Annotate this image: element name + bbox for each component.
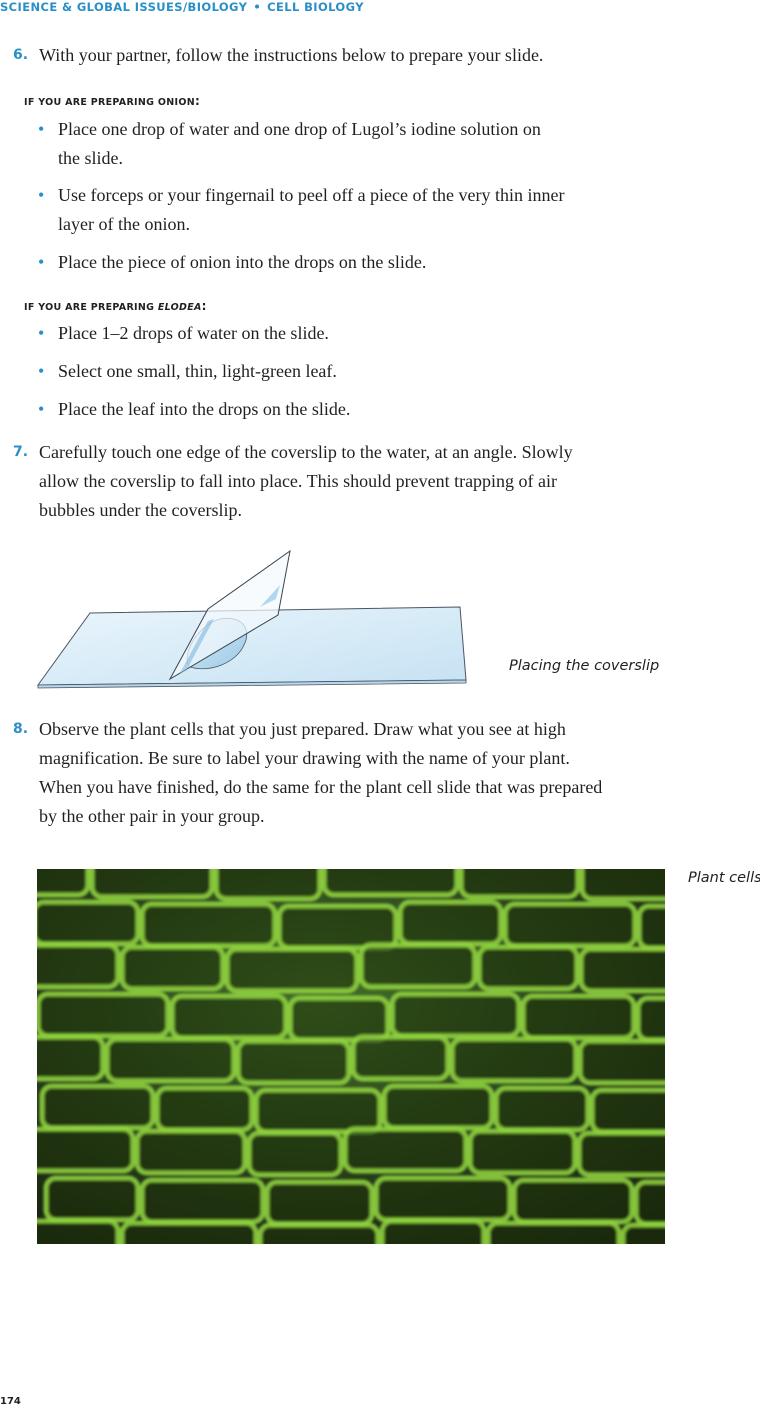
step-number: 6.	[13, 41, 28, 70]
elodea-bullet: • Place 1–2 drops of water on the slide.	[38, 319, 638, 348]
onion-bullet: • Place one drop of water and one drop o…	[38, 115, 638, 173]
step-number: 7.	[13, 438, 28, 467]
coverslip-illustration	[30, 545, 480, 695]
coverslip-caption: Placing the coverslip	[509, 658, 659, 674]
running-header: SCIENCE & GLOBAL ISSUES/BIOLOGY • CELL BIO…	[0, 0, 364, 14]
bullet-marker: •	[38, 395, 44, 424]
elodea-bullet: • Place the leaf into the drops on the s…	[38, 395, 638, 424]
bullet-marker: •	[38, 115, 44, 144]
elodea-heading: IF YOU ARE PREPARING ELODEA:	[24, 299, 207, 313]
step-text: With your partner, follow the instructio…	[39, 41, 673, 70]
onion-heading: IF YOU ARE PREPARING ONION:	[24, 94, 200, 108]
page-number: 174	[0, 1396, 21, 1407]
elodea-bullet: • Select one small, thin, light-green le…	[38, 357, 638, 386]
plant-cells-photo	[37, 869, 665, 1244]
bullet-marker: •	[38, 248, 44, 277]
bullet-marker: •	[38, 357, 44, 386]
bullet-marker: •	[38, 181, 44, 210]
step-7: 7. Carefully touch one edge of the cover…	[13, 438, 673, 525]
header-section: SCIENCE & GLOBAL ISSUES/BIOLOGY	[0, 0, 247, 14]
plant-cells-micrograph	[37, 869, 665, 1244]
header-unit: CELL BIOLOGY	[267, 0, 364, 14]
step-6: 6. With your partner, follow the instruc…	[13, 41, 673, 70]
step-number: 8.	[13, 715, 28, 744]
onion-bullet: • Place the piece of onion into the drop…	[38, 248, 638, 277]
onion-bullet: • Use forceps or your fingernail to peel…	[38, 181, 638, 239]
bullet-marker: •	[38, 319, 44, 348]
header-separator: •	[253, 0, 261, 14]
step-8: 8. Observe the plant cells that you just…	[13, 715, 673, 831]
plant-cells-caption: Plant cells	[688, 870, 760, 886]
